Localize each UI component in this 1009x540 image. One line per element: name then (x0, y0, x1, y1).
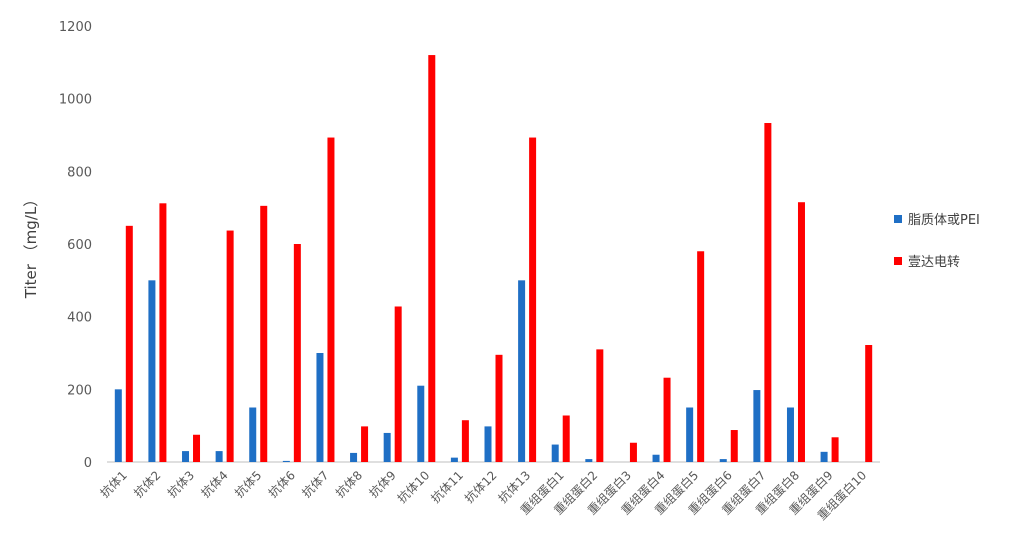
category-labels: 抗体1 抗体2 抗体3 抗体4 抗体5 抗体6 抗体7 抗体8 抗体9抗体10抗体11抗体12抗… (97, 468, 869, 523)
bar-series-2-cat-17 (663, 377, 671, 462)
x-category-label: 抗体10 (394, 468, 432, 506)
bar-series-2-cat-3 (193, 434, 201, 462)
bar-series-1-cat-8 (350, 452, 358, 462)
bar-series-1-cat-19 (719, 459, 727, 462)
bar-series-2-cat-15 (596, 349, 604, 462)
bars (114, 55, 873, 463)
y-tick-label: 800 (67, 165, 92, 180)
bar-series-1-cat-7 (316, 353, 324, 462)
bar-series-2-cat-5 (260, 205, 268, 462)
bar-series-1-cat-18 (686, 407, 694, 462)
legend-swatch-1 (894, 215, 902, 223)
bar-series-2-cat-21 (797, 202, 805, 462)
bar-series-1-cat-21 (786, 407, 794, 462)
bar-series-2-cat-9 (394, 306, 402, 462)
bar-series-2-cat-11 (461, 420, 469, 462)
legend-swatch-2 (894, 257, 902, 265)
bar-series-2-cat-8 (361, 426, 369, 462)
bar-series-1-cat-11 (450, 457, 458, 462)
x-category-label: 抗体4 (198, 468, 231, 501)
bar-series-1-cat-1 (114, 389, 122, 462)
bar-series-2-cat-13 (529, 137, 537, 462)
bar-series-2-cat-20 (764, 123, 772, 462)
bar-series-1-cat-5 (249, 407, 257, 462)
bar-series-2-cat-7 (327, 137, 335, 462)
bar-series-1-cat-15 (585, 459, 593, 462)
bar-series-1-cat-22 (820, 451, 828, 462)
y-tick-label: 600 (67, 238, 92, 253)
bar-series-2-cat-16 (629, 442, 637, 462)
bar-series-1-cat-14 (551, 444, 559, 462)
bar-series-1-cat-3 (182, 451, 190, 462)
x-category-label: 抗体2 (131, 468, 164, 501)
bar-series-1-cat-13 (518, 280, 526, 462)
bar-series-2-cat-4 (226, 230, 234, 462)
legend-label-2: 壹达电转 (908, 255, 960, 270)
legend: 脂质体或PEI 壹达电转 (894, 213, 980, 270)
bar-series-2-cat-12 (495, 354, 503, 462)
bar-series-1-cat-4 (215, 451, 223, 462)
x-category-label: 抗体8 (332, 468, 365, 501)
bar-series-2-cat-23 (865, 345, 873, 462)
x-category-label: 抗体7 (299, 468, 332, 501)
bar-series-1-cat-17 (652, 454, 660, 462)
y-axis: 0 200 400 600 800 1000 1200 (59, 20, 92, 471)
y-tick-label: 400 (67, 311, 92, 326)
bar-series-1-cat-12 (484, 426, 492, 462)
y-tick-label: 1200 (59, 20, 92, 35)
bar-series-2-cat-1 (125, 225, 133, 462)
x-category-label: 抗体11 (428, 468, 466, 506)
bar-series-2-cat-18 (697, 251, 705, 462)
bar-series-1-cat-6 (282, 460, 290, 462)
bar-series-2-cat-6 (293, 244, 301, 462)
y-tick-label: 0 (84, 456, 92, 471)
legend-label-1: 脂质体或PEI (908, 213, 980, 228)
x-category-label: 抗体12 (461, 468, 499, 506)
y-axis-label: Titer （mg/L） (22, 192, 40, 299)
x-category-label: 抗体6 (265, 468, 298, 501)
bar-series-1-cat-10 (417, 385, 425, 462)
bar-series-2-cat-2 (159, 203, 167, 462)
y-tick-label: 200 (67, 383, 92, 398)
y-tick-label: 1000 (59, 93, 92, 108)
x-category-label: 抗体3 (164, 468, 197, 501)
bar-series-1-cat-20 (753, 390, 761, 462)
bar-series-2-cat-14 (562, 415, 570, 462)
bar-series-2-cat-10 (428, 55, 436, 463)
bar-series-1-cat-2 (148, 280, 156, 462)
bar-series-2-cat-22 (831, 437, 839, 462)
bar-series-1-cat-9 (383, 432, 391, 462)
x-category-label: 抗体5 (231, 468, 264, 501)
x-category-label: 抗体1 (97, 468, 130, 501)
bar-series-2-cat-19 (730, 430, 738, 462)
